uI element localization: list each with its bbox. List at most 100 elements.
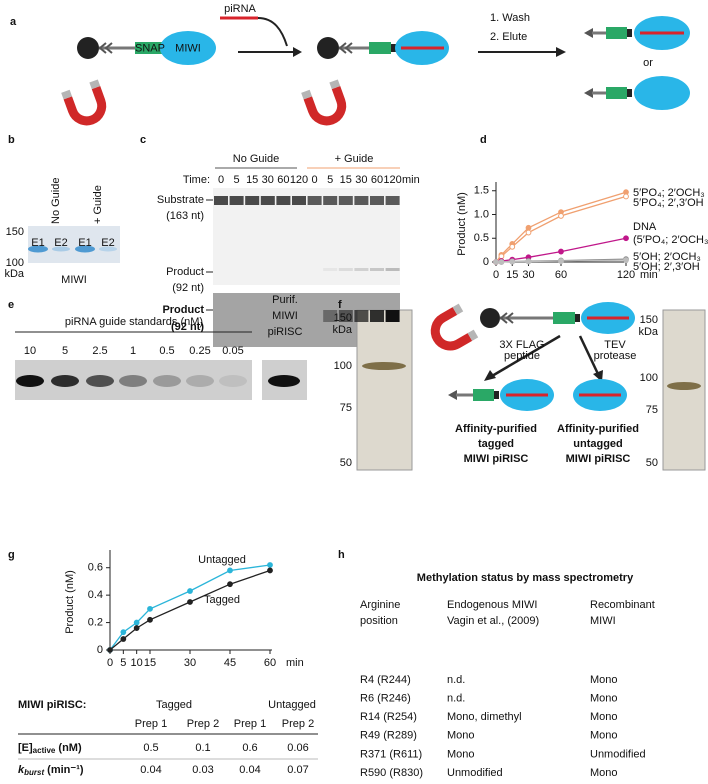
label: 5 <box>62 345 68 357</box>
y-tick-label: 0.6 <box>88 562 103 574</box>
snap-tag <box>369 42 391 54</box>
series-label: 5′OH; 2′OCH₃ <box>633 251 701 263</box>
y-tick-label: 1.0 <box>474 208 489 220</box>
label: untagged <box>573 438 623 450</box>
table-cell: Mono <box>447 748 475 760</box>
label: or <box>643 57 653 69</box>
label: MIWI <box>272 310 298 322</box>
label: MIWI <box>175 42 201 54</box>
table-cell: Mono <box>590 674 618 686</box>
label: E2 <box>54 237 67 249</box>
arrow-head <box>556 47 566 57</box>
table-cell: 0.04 <box>140 764 161 776</box>
table-cell: n.d. <box>447 693 465 705</box>
label: 1 <box>130 345 136 357</box>
gel-band <box>362 362 406 370</box>
label: 0 <box>218 174 224 186</box>
label: tagged <box>478 438 514 450</box>
data-point <box>267 562 273 568</box>
table-cell: 0.06 <box>287 742 308 754</box>
column-header: Endogenous MIWI <box>447 599 538 611</box>
y-axis-label: Product (nM) <box>64 570 76 634</box>
y-axis-label: Product (nM) <box>456 192 468 256</box>
label: 2. Elute <box>490 31 527 43</box>
x-tick-label: 10 <box>131 657 143 669</box>
bead <box>480 308 500 328</box>
column-header: Arginine <box>360 599 400 611</box>
label: MIWI <box>61 274 87 286</box>
junction <box>627 29 632 37</box>
data-point <box>509 243 516 250</box>
panel-label: c <box>140 134 146 146</box>
gel-band <box>214 196 228 205</box>
label: MIWI piRISC <box>464 453 529 465</box>
gel-band <box>219 375 247 387</box>
table-cell: R590 (R830) <box>360 767 423 779</box>
table-cell: Mono <box>590 767 618 779</box>
x-unit: min <box>286 657 304 669</box>
data-point <box>498 259 505 265</box>
data-point <box>133 625 140 631</box>
label: (163 nt) <box>166 210 204 222</box>
x-tick-label: 15 <box>506 269 518 281</box>
x-tick-label: 15 <box>144 657 156 669</box>
label: 100 <box>6 257 24 269</box>
table-cell: Mono <box>447 730 475 742</box>
pirna-curve <box>257 17 288 47</box>
gel-band <box>370 268 384 271</box>
label: 15 <box>340 174 352 186</box>
data-point <box>525 229 532 236</box>
gel-band <box>667 382 701 390</box>
x-tick-label: 30 <box>184 657 196 669</box>
label: 2.5 <box>92 345 107 357</box>
table-cell: R49 (R289) <box>360 730 417 742</box>
y-tick-label: 1.5 <box>474 185 489 197</box>
arrow-head <box>484 370 496 381</box>
label: 120 <box>290 174 308 186</box>
junction <box>494 391 499 399</box>
label: kDa <box>638 326 658 338</box>
diagram-a <box>61 16 690 127</box>
junction <box>627 89 632 97</box>
data-point <box>525 258 532 265</box>
data-point <box>187 599 193 605</box>
y-tick-label: 0.5 <box>474 232 489 244</box>
miwi-protein <box>634 76 690 110</box>
row-label-sub: active <box>33 746 56 755</box>
snap-tag <box>135 42 166 54</box>
gel-band <box>370 196 384 205</box>
data-point <box>133 619 140 626</box>
row-label-sub: burst <box>24 768 44 777</box>
table-cell: R14 (R254) <box>360 711 417 723</box>
data-point <box>267 567 273 574</box>
table-cell: R6 (R246) <box>360 693 411 705</box>
arrow-head <box>448 390 457 400</box>
row-label: [E]active (nM) <box>18 742 82 755</box>
label: 120 <box>383 174 401 186</box>
panel-label: f <box>338 299 342 311</box>
gel-band <box>229 196 244 205</box>
label: piRISC <box>268 326 303 338</box>
label: E1 <box>31 237 44 249</box>
table-cell: 0.6 <box>242 742 257 754</box>
data-point <box>187 588 193 594</box>
data-point <box>558 213 564 219</box>
x-tick-label: 0 <box>493 269 499 281</box>
label: 0.5 <box>159 345 174 357</box>
series-label: 5′PO₄; 2′,3′OH <box>633 197 704 209</box>
label: + Guide <box>92 185 104 224</box>
column-header: Recombinant <box>590 599 655 611</box>
label: Substrate <box>157 194 204 206</box>
gel-band <box>385 268 400 271</box>
gel-band <box>323 268 338 271</box>
gel-band <box>119 375 147 387</box>
data-point <box>147 616 153 623</box>
table-cell: R4 (R244) <box>360 674 411 686</box>
label: TEV <box>604 339 626 351</box>
column-header: MIWI <box>590 615 616 627</box>
label: min <box>402 174 420 186</box>
arrow <box>578 335 600 375</box>
table-cell: Mono, dimethyl <box>447 711 522 723</box>
